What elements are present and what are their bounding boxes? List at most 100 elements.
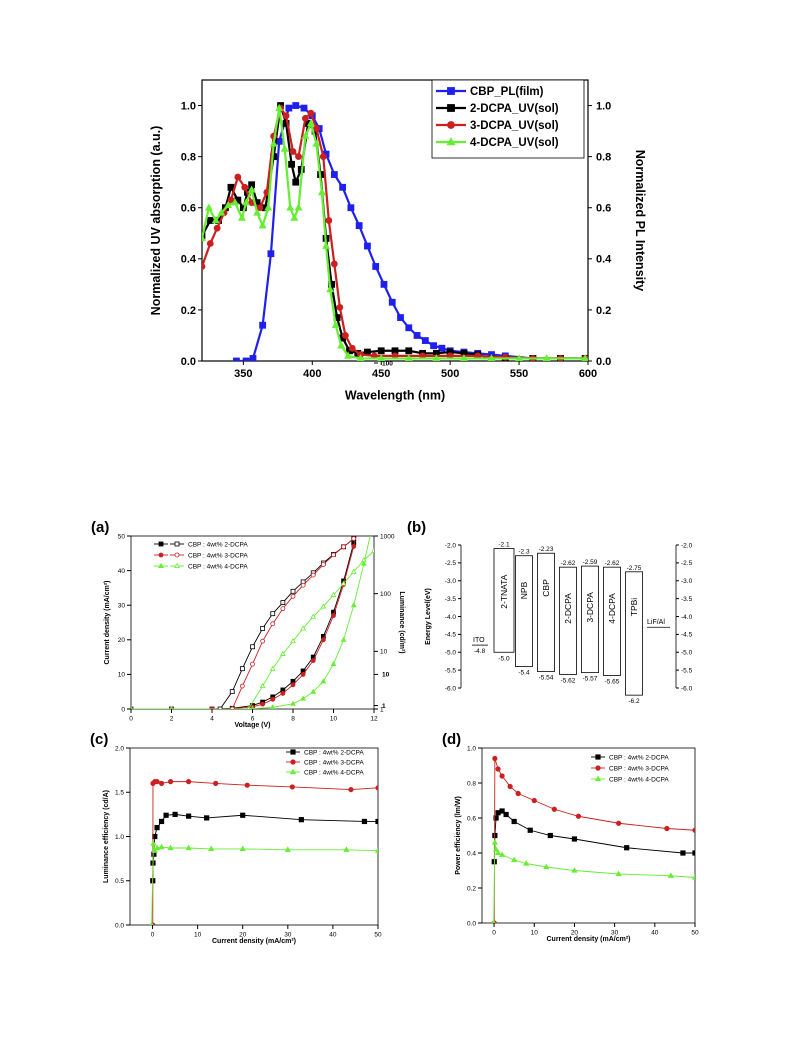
y2-tick-label: 100 (382, 360, 393, 367)
layer-name: 2-DCPA (563, 593, 573, 624)
data-point (331, 552, 336, 558)
data-point (337, 341, 346, 349)
data-point (667, 872, 674, 878)
chart-c: 0 10 20 30 40 50 0.0 0.5 1.0 1.5 2.0 Current densit… (90, 731, 382, 945)
x-tick-label: 30 (284, 932, 292, 939)
data-point (350, 568, 357, 574)
level-label: -2.62 (561, 560, 576, 567)
panel-label: (b) (407, 519, 426, 536)
y-tick-label: -2.5 (445, 560, 457, 567)
data-point (362, 499, 366, 503)
energy-box (559, 566, 577, 675)
legend-marker (447, 87, 455, 95)
data-point (279, 650, 286, 656)
data-point (491, 919, 496, 923)
energy-box (493, 548, 515, 653)
level-label: -2.3 (518, 549, 530, 556)
legend-marker (289, 768, 297, 775)
data-point (250, 644, 255, 650)
level-label: -2.75 (627, 565, 642, 572)
data-point (270, 704, 276, 709)
data-point (270, 621, 276, 627)
x-tick-label: 550 (510, 368, 528, 380)
data-point (224, 200, 233, 208)
data-point (348, 344, 356, 352)
data-point (250, 661, 255, 667)
data-point (542, 354, 551, 361)
x-tick-label: 450 (372, 368, 390, 380)
data-point (328, 280, 335, 288)
series-line (151, 843, 378, 925)
data-point (692, 850, 695, 856)
data-point (377, 354, 386, 361)
x-tick-label: 2 (170, 716, 174, 723)
y2-tick-label: 0.0 (596, 356, 611, 368)
data-point (372, 516, 376, 520)
level-label: -5.62 (561, 677, 576, 684)
y2-tick-label: -5.0 (681, 650, 693, 657)
data-point (340, 636, 347, 642)
data-point (430, 342, 438, 350)
data-point (503, 811, 509, 818)
data-point (330, 171, 338, 178)
data-point (405, 324, 413, 332)
y2-tick-label: -2.0 (681, 542, 693, 549)
x-axis-label: Wavelength (nm) (345, 389, 445, 403)
panel-label: (d) (442, 731, 461, 748)
chart-b: (b) -2.0 -2.0 -2.5 -2.5 -3.0 -3.0 -3.5 -3.5 -4.0 -… (407, 519, 693, 705)
y-tick-label: 0.6 (181, 203, 196, 215)
data-point (285, 104, 293, 112)
legend: CBP : 4wt% 2-DCPA CBP : 4wt% 3-DCPA CBP : … (154, 541, 248, 570)
series-1 (150, 779, 378, 925)
data-point (284, 846, 291, 852)
data-point (624, 845, 630, 851)
data-point (330, 260, 338, 268)
data-point (286, 203, 295, 211)
data-point (242, 198, 251, 206)
data-point (531, 797, 537, 804)
legend-marker (447, 121, 455, 129)
data-point (244, 782, 250, 788)
data-point (523, 860, 530, 866)
data-point (331, 613, 336, 618)
data-point (347, 204, 355, 212)
y-tick-label: 1.5 (115, 790, 124, 797)
series-2 (131, 516, 376, 709)
y-tick-label: -3.0 (445, 578, 457, 585)
legend-label: 2-DCPA_UV(sol) (470, 103, 559, 115)
energy-box (515, 555, 533, 667)
data-point (153, 844, 161, 851)
y2-tick-label: -2.5 (681, 560, 693, 567)
legend-marker (290, 759, 296, 765)
legend-marker (594, 775, 602, 782)
data-point (158, 818, 165, 825)
y2-tick-label: 1.0 (596, 100, 611, 112)
data-point (241, 183, 249, 191)
layer-name: 2-TNATA (499, 574, 509, 608)
data-point (487, 354, 496, 361)
legend-marker (447, 104, 455, 112)
data-point (312, 139, 321, 147)
legend-label: 3-DCPA_UV(sol) (470, 120, 559, 132)
y2-axis-label: Luminance (cd/m²) (398, 591, 405, 653)
data-point (326, 285, 335, 293)
y-tick-label: -6.0 (445, 685, 457, 692)
data-point (571, 836, 578, 842)
data-point (664, 825, 670, 832)
data-point (547, 832, 553, 839)
data-point (494, 849, 502, 856)
chart-top: 350 400 450 500 550 6000.00.20.40.60.81.00.00… (149, 79, 647, 403)
x-tick-label: 8 (291, 716, 295, 723)
data-point (213, 780, 219, 787)
data-point (211, 216, 220, 224)
data-point (292, 178, 300, 186)
legend-label: CBP : 4wt% 4-DCPA (304, 769, 364, 776)
data-point (692, 827, 695, 833)
data-point (317, 188, 326, 196)
data-point (282, 112, 290, 120)
y-tick-label: 10 (118, 672, 126, 679)
legend: CBP : 4wt% 2-DCPA CBP : 4wt% 3-DCPA CBP : … (591, 754, 669, 783)
chart-a: 0246810120102030405011010010001101001000… (91, 360, 405, 729)
x-tick-label: 400 (303, 368, 321, 380)
y2-tick-label: 0.4 (596, 254, 612, 266)
